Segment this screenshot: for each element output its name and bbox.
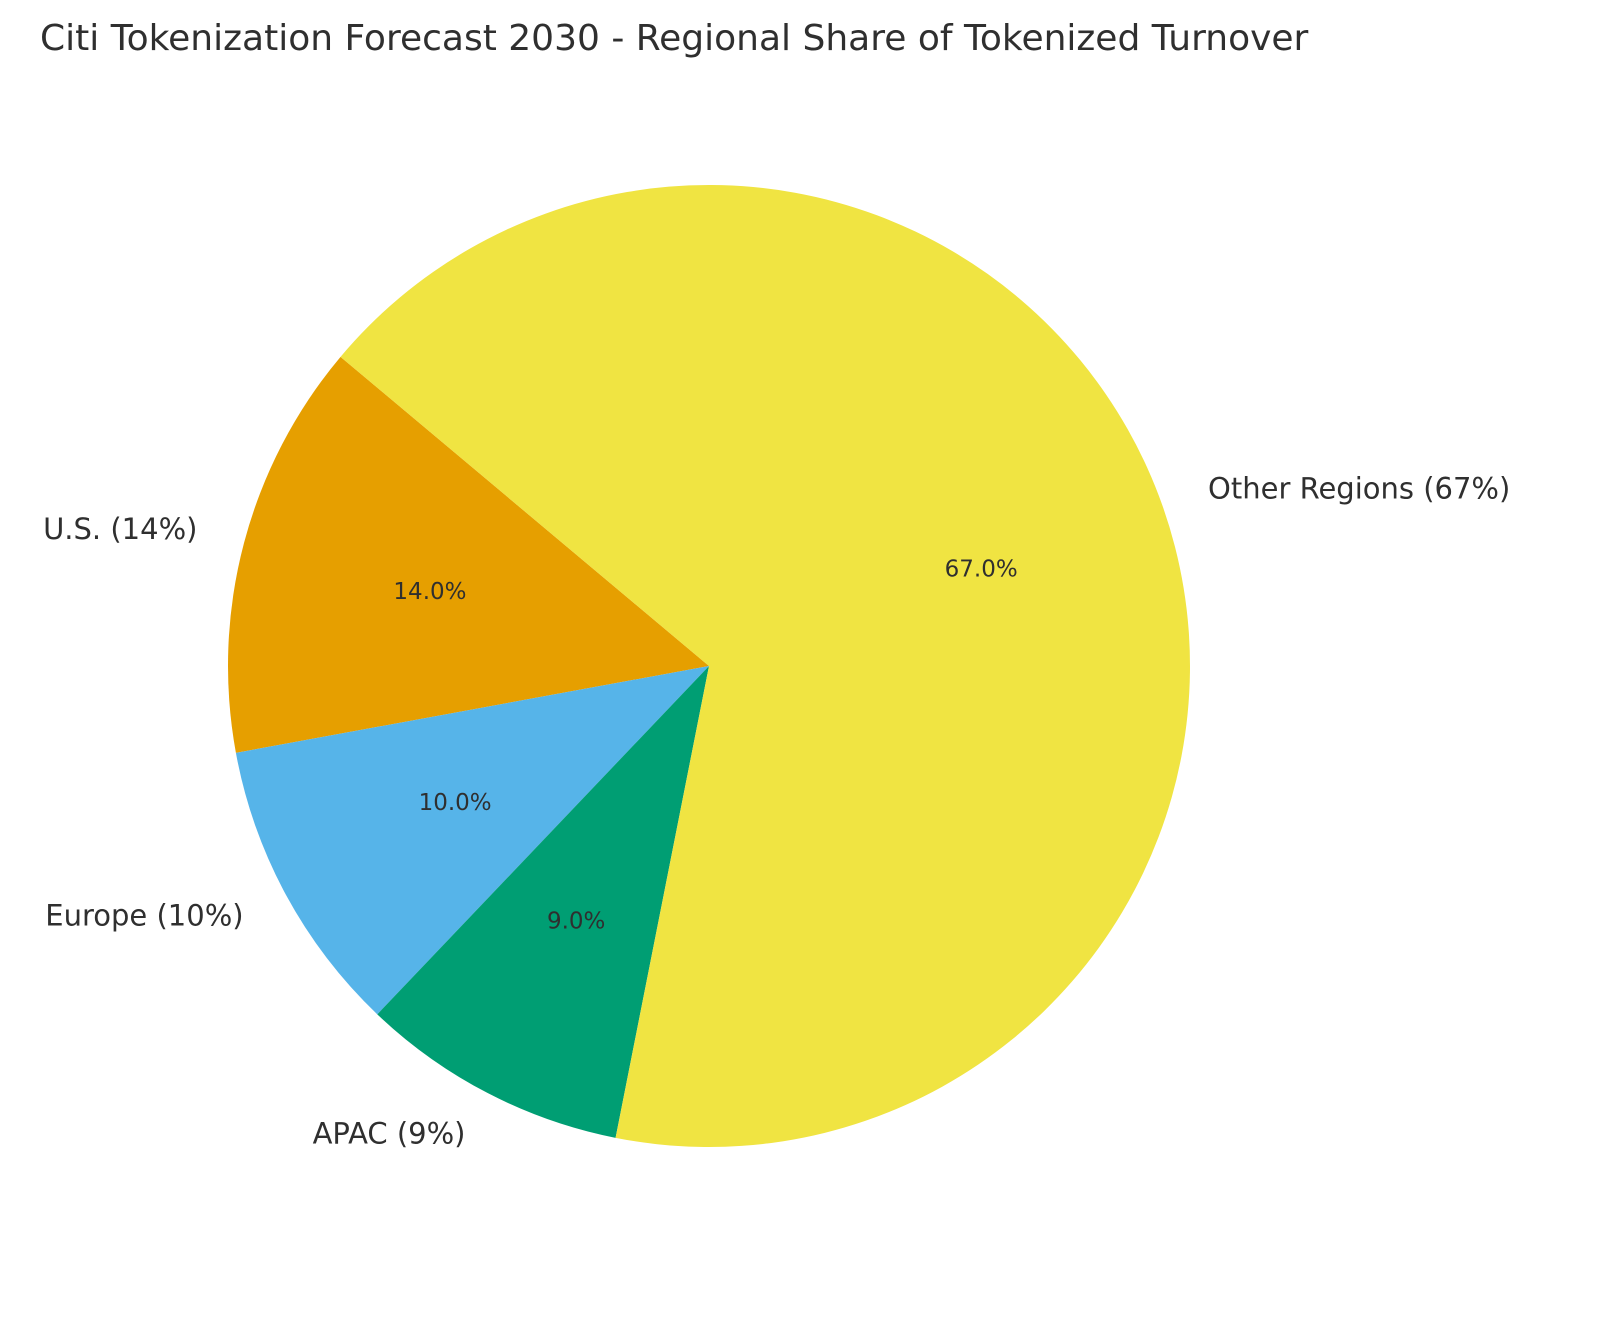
slice-percent-label: 67.0% — [945, 557, 1018, 583]
chart-title: Citi Tokenization Forecast 2030 - Region… — [40, 18, 1309, 59]
slice-label: Other Regions (67%) — [1208, 471, 1510, 505]
pie-slices — [227, 185, 1190, 1148]
slice-percent-label: 14.0% — [393, 579, 466, 605]
slice-label: U.S. (14%) — [43, 512, 197, 546]
slice-label: APAC (9%) — [313, 1117, 466, 1151]
slice-percent-label: 9.0% — [547, 909, 605, 935]
pie-slice — [227, 356, 709, 753]
slice-percent-label: 10.0% — [419, 790, 492, 816]
slice-label: Europe (10%) — [45, 899, 243, 933]
pie-slice — [235, 666, 709, 1015]
pie-labels: U.S. (14%) 14.0% Europe (10%) 10.0% APAC (9%… — [43, 471, 1510, 1150]
pie-slice — [377, 666, 709, 1138]
pie-slice — [340, 185, 1190, 1148]
